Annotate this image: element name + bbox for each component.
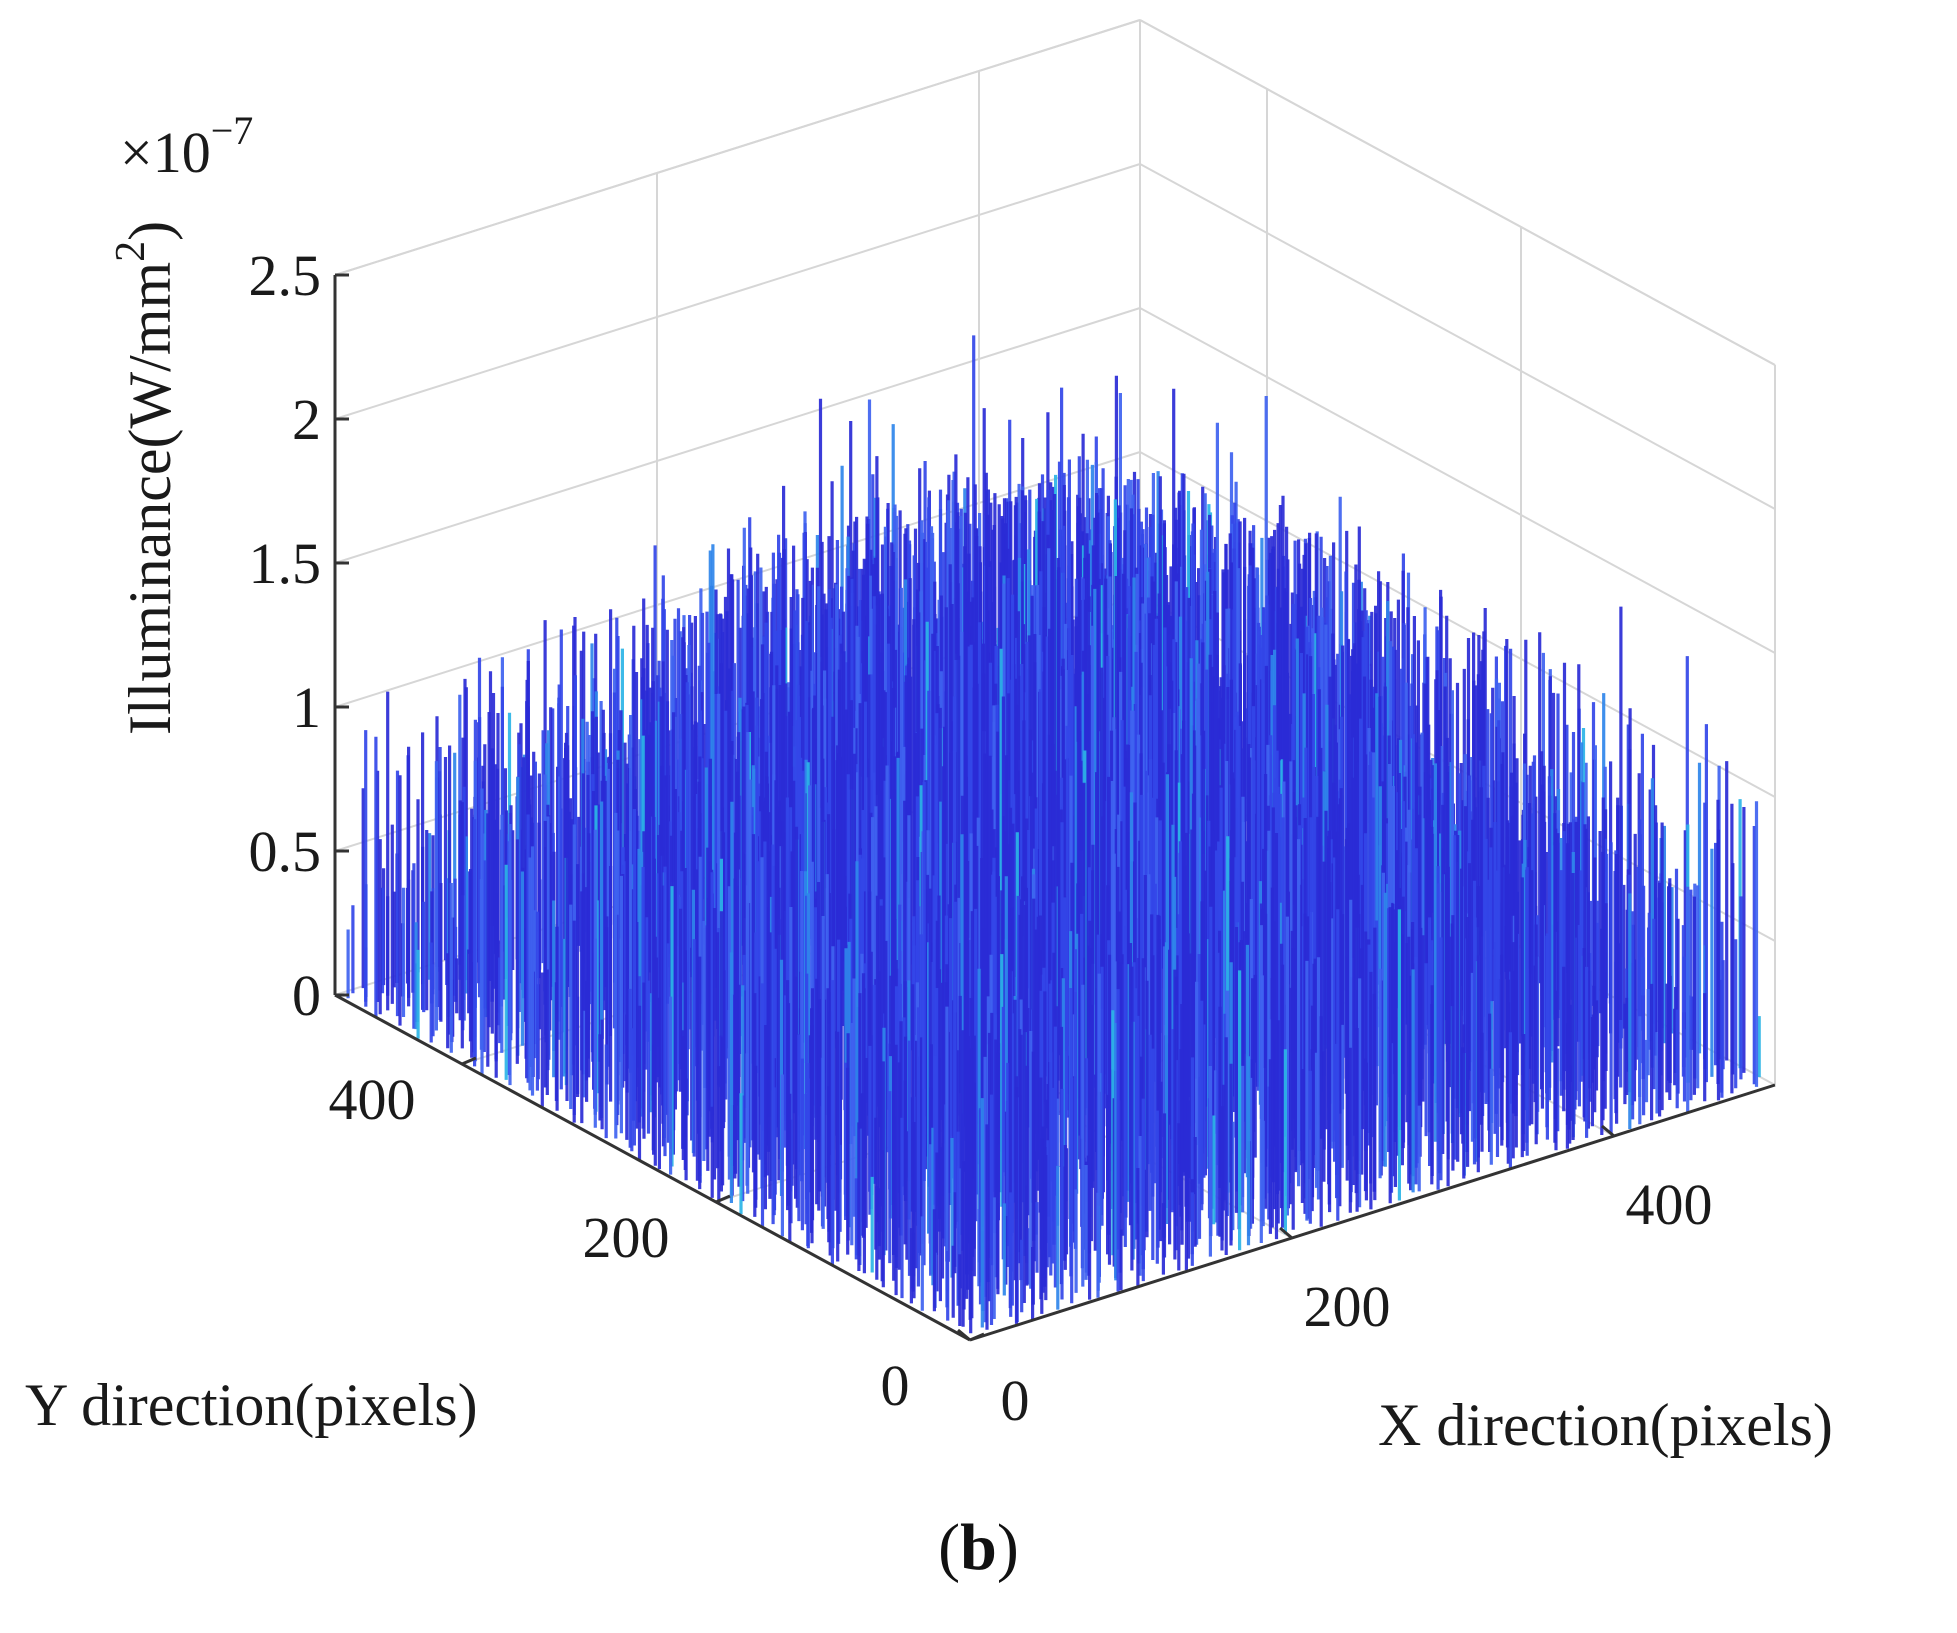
grid-line-z-back-right-3 <box>1139 307 1776 654</box>
x-tick-0 <box>957 1328 971 1342</box>
y-tick-1 <box>715 1194 731 1204</box>
panel-label-letter: b <box>960 1511 997 1584</box>
z-tick-label-3: 1.5 <box>249 531 322 596</box>
x-axis-label: X direction(pixels) <box>1378 1392 1833 1458</box>
grid-line-z-back-left-4 <box>334 163 1141 420</box>
panel-label: (b) <box>0 1510 1957 1586</box>
grid-line-z-back-left-3 <box>334 307 1141 564</box>
z-tick-label-4: 2 <box>292 387 321 452</box>
y-tick-label-0: 0 <box>881 1353 910 1418</box>
labels-layer: ×10−7 Illuminance(W/mm2) Y direction(pix… <box>25 108 1833 1458</box>
z-tick-label-0: 0 <box>292 963 321 1028</box>
z-multiplier: ×10−7 <box>120 108 253 185</box>
y-tick-label-1: 200 <box>583 1205 670 1270</box>
z-axis-label-main: Illuminance(W/mm <box>117 262 183 735</box>
y-tick-label-2: 400 <box>329 1067 416 1132</box>
z-axis-label-sup: 2 <box>108 241 154 262</box>
z-axis-label-close: ) <box>117 221 183 241</box>
grid-line-z-back-left-2 <box>334 451 1141 708</box>
x-tick-label-2: 400 <box>1626 1172 1713 1237</box>
z-tick-label-1: 0.5 <box>249 819 322 884</box>
panel-label-open: ( <box>938 1511 961 1584</box>
bars-layer <box>346 335 1761 1334</box>
wall-top-right <box>1139 19 1776 366</box>
y-tick-2 <box>461 1056 477 1066</box>
y-axis-line <box>334 993 971 1342</box>
z-multiplier-exp: −7 <box>211 108 254 153</box>
y-axis-label: Y direction(pixels) <box>25 1372 478 1438</box>
x-tick-2 <box>1601 1124 1615 1138</box>
x-tick-label-1: 200 <box>1304 1274 1391 1339</box>
x-tick-1 <box>1279 1226 1293 1240</box>
x-tick-label-0: 0 <box>1001 1368 1030 1433</box>
wall-top-left <box>334 19 1141 276</box>
y-tick-0 <box>969 1332 985 1342</box>
grid-line-z-back-right-4 <box>1139 163 1776 510</box>
panel-label-close: ) <box>996 1511 1019 1584</box>
z-tick-label-5: 2.5 <box>249 243 322 308</box>
z-axis-label: Illuminance(W/mm2) <box>108 221 183 735</box>
z-tick-label-2: 1 <box>292 675 321 740</box>
grid-line-z-back-right-2 <box>1139 451 1776 798</box>
z-multiplier-base: ×10 <box>120 120 211 185</box>
x-axis-line <box>969 1083 1776 1342</box>
